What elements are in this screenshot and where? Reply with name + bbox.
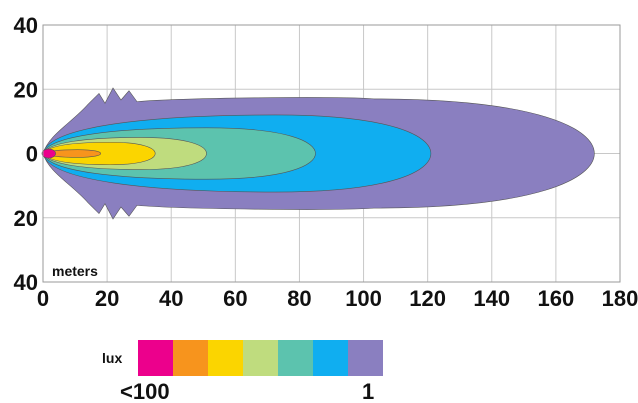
x-tick-label: 140 [473, 286, 510, 311]
x-axis-label: meters [52, 263, 98, 279]
legend-swatch [138, 340, 173, 376]
legend-swatch [173, 340, 208, 376]
y-tick-label: 20 [14, 206, 38, 231]
x-tick-label: 0 [37, 286, 49, 311]
x-tick-label: 100 [345, 286, 382, 311]
x-tick-label: 160 [538, 286, 575, 311]
legend-swatch [208, 340, 243, 376]
x-tick-label: 20 [95, 286, 119, 311]
contours [41, 87, 595, 220]
x-axis-ticks: 0 20 40 60 80 100 120 140 160 180 [37, 286, 638, 311]
plot-frame [42, 24, 621, 283]
contour-level-7 [41, 148, 56, 159]
legend: lux <100 1 [102, 340, 383, 403]
y-axis-ticks: 40 20 0 20 40 [14, 13, 38, 295]
x-tick-label: 80 [287, 286, 311, 311]
legend-swatch [278, 340, 313, 376]
legend-swatches [138, 340, 383, 376]
x-tick-label: 120 [409, 286, 446, 311]
y-tick-label: 20 [14, 77, 38, 102]
legend-swatch [243, 340, 278, 376]
y-tick-label: 40 [14, 270, 38, 295]
y-tick-label: 0 [26, 142, 38, 167]
y-tick-label: 40 [14, 13, 38, 38]
legend-swatch [313, 340, 348, 376]
x-tick-label: 60 [223, 286, 247, 311]
legend-max-label: 1 [362, 379, 374, 403]
legend-title: lux [102, 350, 122, 366]
x-tick-label: 180 [602, 286, 638, 311]
legend-min-label: <100 [120, 379, 170, 403]
x-tick-label: 40 [159, 286, 183, 311]
legend-swatch [348, 340, 383, 376]
plot-border [42, 24, 621, 283]
contour-level-6 [42, 149, 102, 158]
